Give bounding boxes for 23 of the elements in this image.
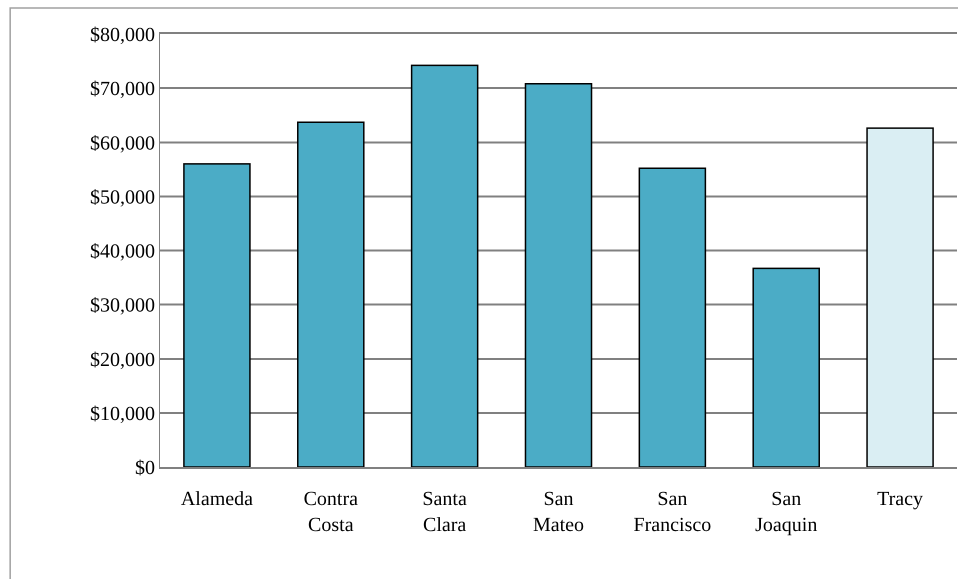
x-tick-label: Alameda bbox=[180, 488, 254, 510]
bar bbox=[183, 163, 251, 467]
y-tick-label: $50,000 bbox=[90, 186, 155, 208]
x-tick-label: San Francisco bbox=[633, 488, 712, 536]
x-tick-label: San Mateo bbox=[532, 488, 584, 536]
y-tick-label: $10,000 bbox=[90, 402, 155, 425]
bar bbox=[638, 167, 706, 467]
y-tick-label: $60,000 bbox=[90, 132, 155, 154]
y-tick-label: $0 bbox=[135, 457, 155, 479]
bar bbox=[752, 268, 820, 467]
y-tick-label: $80,000 bbox=[90, 24, 155, 46]
bar bbox=[297, 121, 365, 467]
bar bbox=[524, 83, 592, 467]
y-tick-label: $20,000 bbox=[90, 348, 155, 371]
x-tick-label: San Joaquin bbox=[755, 488, 818, 536]
y-tick-label: $70,000 bbox=[90, 78, 155, 100]
x-tick-label: Santa Clara bbox=[422, 488, 467, 536]
y-tick-label: $30,000 bbox=[90, 294, 155, 317]
bar bbox=[866, 127, 934, 467]
x-tick-label: Tracy bbox=[877, 488, 924, 510]
y-tick-label: $40,000 bbox=[90, 240, 155, 262]
bar bbox=[410, 64, 478, 467]
x-tick-label: Contra Costa bbox=[304, 488, 358, 536]
